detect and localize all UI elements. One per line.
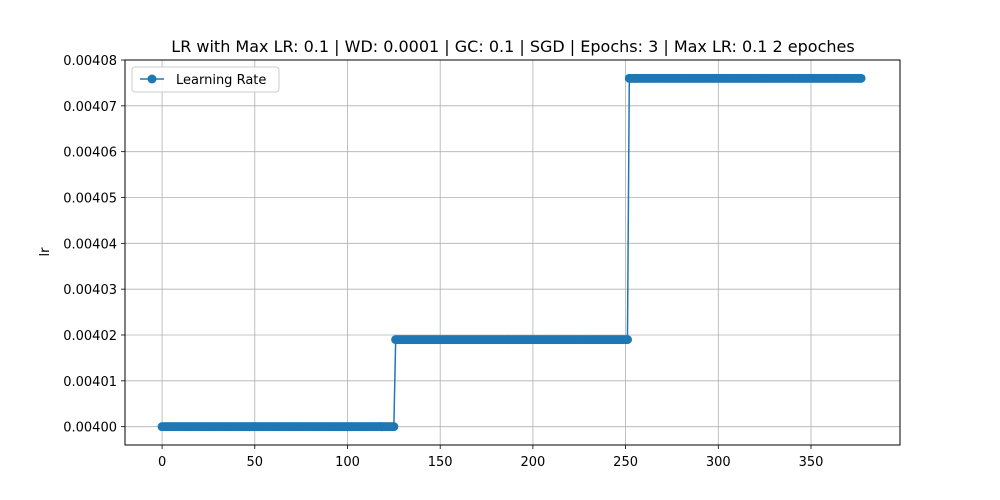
legend-label: Learning Rate (176, 73, 266, 88)
legend-marker (147, 74, 157, 84)
series-learning-rate (157, 73, 866, 432)
y-tick-label: 0.00405 (63, 192, 117, 207)
y-tick-label: 0.00406 (63, 146, 117, 161)
x-tick-label: 250 (613, 455, 638, 470)
y-tick-label: 0.00400 (63, 421, 117, 436)
y-axis-label: lr (38, 247, 53, 257)
y-tick-label: 0.00401 (63, 375, 117, 390)
grid-lines (125, 59, 900, 445)
x-axis: 0 50 100 150 200 250 300 350 (158, 445, 823, 470)
chart-title: LR with Max LR: 0.1 | WD: 0.0001 | GC: 0… (171, 37, 854, 56)
legend-box (131, 66, 280, 93)
x-tick-label: 0 (158, 455, 166, 470)
y-tick-label: 0.00404 (63, 237, 117, 252)
data-point (622, 335, 632, 345)
x-tick-label: 150 (428, 455, 453, 470)
x-tick-label: 350 (799, 455, 824, 470)
x-tick-label: 100 (335, 455, 360, 470)
x-tick-label: 50 (247, 455, 264, 470)
series-line (162, 77, 862, 428)
y-tick-label: 0.00402 (63, 329, 117, 344)
x-tick-label: 200 (520, 455, 545, 470)
y-axis: 0.00400 0.00401 0.00402 0.00403 0.00404 0.004… (63, 54, 125, 436)
data-point (856, 73, 866, 83)
y-tick-label: 0.00403 (63, 283, 117, 298)
data-point (389, 422, 399, 432)
plot-frame (124, 59, 901, 446)
x-tick-label: 300 (706, 455, 731, 470)
y-tick-label: 0.00407 (63, 100, 117, 115)
legend: Learning Rate (131, 66, 280, 93)
y-tick-label: 0.00408 (63, 54, 117, 69)
